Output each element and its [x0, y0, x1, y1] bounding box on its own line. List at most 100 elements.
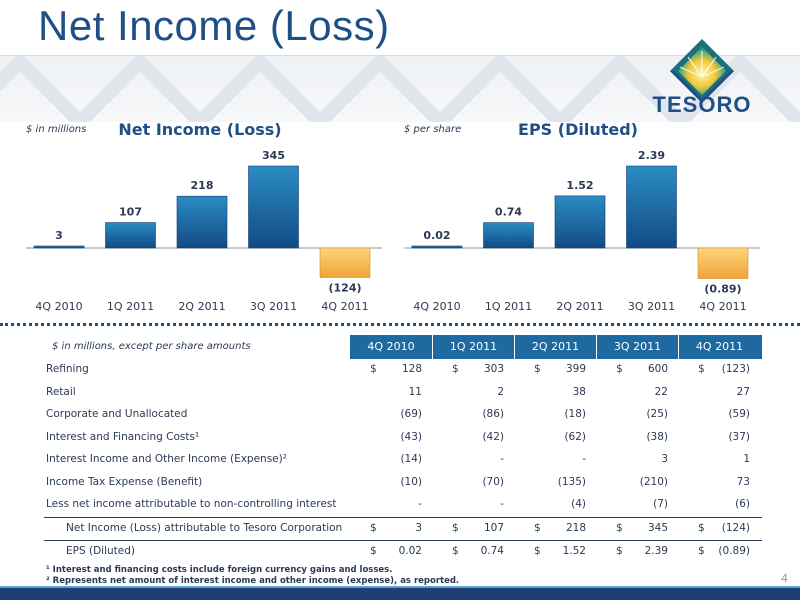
tick-label: 3Q 2011 [628, 300, 675, 313]
table-cell: 3 [661, 453, 668, 465]
table-cell: 0.74 [480, 545, 504, 557]
data-label: 345 [262, 149, 285, 162]
table-header: 4Q 2010 1Q 2011 2Q 2011 3Q 2011 4Q 2011 [350, 335, 762, 359]
table-cell: (123) [721, 363, 750, 375]
header-cell: 4Q 2011 [678, 335, 760, 359]
currency-symbol: $ [534, 522, 541, 534]
table-cell: - [418, 498, 422, 510]
bar [248, 165, 299, 249]
table-separator [44, 540, 762, 541]
currency-symbol: $ [534, 363, 541, 375]
table-cell: (14) [400, 453, 422, 465]
currency-symbol: $ [616, 545, 623, 557]
tick-label: 4Q 2011 [699, 300, 746, 313]
table-cell: - [500, 498, 504, 510]
data-label: 1.52 [566, 179, 593, 192]
bar [176, 195, 228, 249]
data-label: 3 [55, 229, 63, 242]
page-title: Net Income (Loss) [38, 2, 390, 49]
table-unit-label: $ in millions, except per share amounts [52, 341, 251, 352]
bar [105, 222, 156, 249]
table-cell: 2 [497, 385, 504, 398]
table-cell: 600 [647, 363, 668, 375]
table-cell: 22 [654, 385, 668, 398]
table-cell: (135) [557, 475, 586, 488]
table-cell: (0.89) [718, 545, 750, 557]
currency-symbol: $ [534, 545, 541, 557]
table-cell: (124) [721, 522, 750, 534]
header-cell: 2Q 2011 [514, 335, 596, 359]
table-cell: 3 [415, 522, 422, 534]
tick-label: 1Q 2011 [485, 300, 532, 313]
table-cell: (62) [564, 430, 586, 443]
table-cell: (59) [728, 408, 750, 420]
currency-symbol: $ [698, 522, 705, 534]
page-number: 4 [781, 572, 788, 585]
eps-chart: 0.02 4Q 2010 0.74 1Q 2011 1.52 2Q 2011 2.39 3Q … [404, 149, 760, 313]
table-cell: (43) [400, 430, 422, 443]
bottom-bar [0, 588, 800, 600]
tick-label: 2Q 2011 [178, 300, 225, 313]
currency-symbol: $ [452, 545, 459, 557]
table-cell: 73 [736, 475, 750, 488]
eps-row: EPS (Diluted) $0.02 $0.74 $1.52 $2.39 $ (0.89) [44, 541, 762, 563]
tick-label: 1Q 2011 [107, 300, 154, 313]
bar [319, 247, 371, 278]
tick-label: 2Q 2011 [556, 300, 603, 313]
bottom-accent [0, 586, 800, 588]
data-label: (124) [328, 281, 361, 294]
table-cell: (18) [564, 408, 586, 420]
table-cell: 303 [483, 363, 504, 375]
table-row: Refining $128 $303 $399 $600 $ (123) [44, 359, 762, 381]
table-cell: 345 [647, 522, 668, 534]
header-cell: 4Q 2010 [367, 340, 415, 353]
row-label: Interest Income and Other Income (Expens… [46, 453, 287, 465]
row-label: Interest and Financing Costs¹ [46, 430, 200, 443]
table-cell: - [582, 453, 586, 465]
table-row: Income Tax Expense (Benefit) (10) (70) (135… [44, 472, 762, 494]
table-cell: (210) [639, 475, 668, 488]
row-label: Refining [46, 363, 89, 375]
data-label: (0.89) [704, 283, 741, 296]
table-cell: 27 [736, 385, 750, 398]
table-cell: 107 [483, 522, 504, 534]
table-row: Interest and Financing Costs¹ (43) (42) (62… [44, 427, 762, 449]
data-label: 107 [119, 206, 142, 219]
table-cell: 2.39 [644, 545, 668, 557]
tick-label: 4Q 2011 [321, 300, 368, 313]
currency-symbol: $ [370, 545, 377, 557]
footnote-1: ¹ Interest and financing costs include f… [46, 565, 393, 575]
left-chart-title: Net Income (Loss) [118, 120, 282, 139]
table-cell: (86) [482, 408, 504, 420]
data-label: 0.02 [423, 229, 450, 242]
row-label: Net Income (Loss) attributable to Tesoro… [66, 522, 343, 534]
table-cell: (38) [646, 430, 668, 443]
data-label: 218 [191, 179, 214, 192]
tick-label: 3Q 2011 [250, 300, 297, 313]
table-cell: 399 [565, 363, 586, 375]
row-label: Income Tax Expense (Benefit) [46, 475, 203, 488]
header-rule [0, 55, 800, 56]
right-chart-unit: $ per share [404, 124, 462, 135]
table-cell: 38 [572, 385, 586, 398]
table-cell: 128 [401, 363, 422, 375]
tick-label: 4Q 2010 [35, 300, 82, 313]
bar [554, 195, 606, 249]
table-cell: (10) [400, 475, 422, 488]
row-label: Retail [46, 385, 76, 398]
table-cell: (4) [571, 498, 586, 510]
left-chart-unit: $ in millions [26, 124, 87, 135]
table-cell: 0.02 [398, 545, 422, 557]
table-row: Retail 11 2 38 22 27 [44, 382, 762, 404]
band-pattern [0, 56, 800, 122]
header-cell: 1Q 2011 [432, 335, 514, 359]
row-label: Corporate and Unallocated [46, 408, 188, 420]
logo-text: TESORO [652, 92, 752, 117]
bar [411, 245, 463, 249]
table-separator [44, 517, 762, 518]
table-cell: (37) [728, 430, 750, 443]
currency-symbol: $ [452, 522, 459, 534]
row-label: Less net income attributable to non-cont… [46, 498, 337, 510]
tick-label: 4Q 2010 [413, 300, 460, 313]
table-cell: (70) [482, 475, 504, 488]
